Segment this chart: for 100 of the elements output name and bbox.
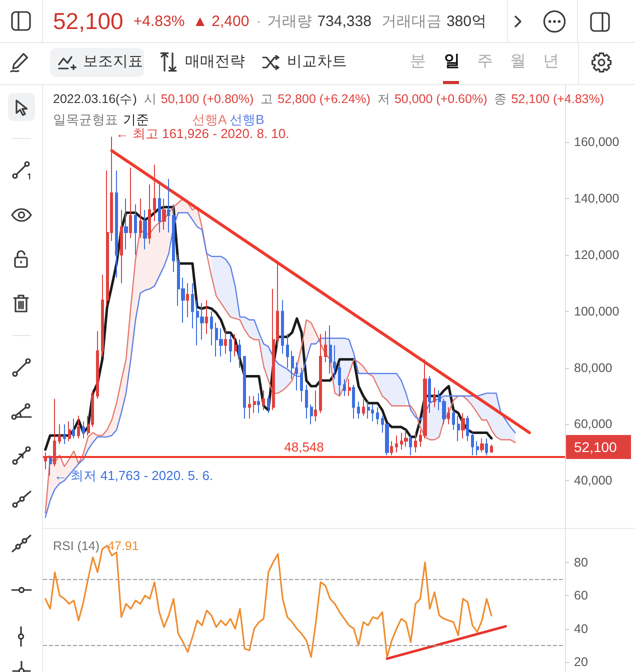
text: 보조지표 — [83, 52, 143, 72]
candlestick — [357, 401, 360, 420]
candlestick — [72, 418, 75, 439]
candlestick — [409, 435, 412, 456]
candlestick — [343, 378, 346, 397]
candlestick — [395, 435, 398, 453]
annotation: ← 최고 161,926 - 2020. 8. 10. — [116, 126, 290, 142]
text: 선행A — [192, 112, 227, 127]
candlestick — [314, 390, 317, 422]
candlestick — [466, 415, 469, 442]
candlestick — [348, 378, 351, 397]
text: · — [256, 12, 262, 30]
annotation: 고 — [260, 92, 274, 106]
candlestick — [485, 438, 488, 456]
candlestick — [371, 404, 374, 422]
text: RSI (14) — [53, 539, 100, 553]
text: 52,100 — [53, 8, 124, 34]
candlestick — [447, 406, 450, 425]
candlestick — [428, 376, 431, 414]
candlestick — [134, 204, 137, 256]
candlestick — [338, 362, 341, 397]
text: 380억 — [446, 12, 486, 30]
y-tick-label: 20 — [574, 655, 588, 670]
candlestick — [476, 440, 479, 456]
y-tick-label: 100,000 — [574, 304, 620, 318]
candlestick — [210, 310, 213, 346]
candlestick — [139, 198, 142, 239]
candlestick — [471, 432, 474, 456]
candlestick — [115, 170, 118, 278]
candlestick — [153, 164, 156, 222]
candlestick — [262, 390, 265, 411]
candlestick — [243, 356, 246, 420]
text: 거래량 — [267, 12, 312, 30]
candlestick — [305, 384, 308, 420]
y-tick-label: 80,000 — [574, 360, 612, 375]
y-tick-label: 40,000 — [574, 474, 612, 488]
annotation: 50,000 (+0.60%) — [394, 92, 488, 106]
text: 거래대금 — [381, 12, 442, 30]
candlestick — [234, 333, 237, 358]
candlestick — [452, 410, 455, 430]
y-tick-label: 40 — [574, 622, 588, 636]
candlestick — [319, 333, 322, 414]
candlestick — [300, 367, 303, 402]
text: 월 — [510, 52, 526, 72]
candlestick — [457, 415, 460, 442]
candlestick — [224, 328, 227, 354]
candlestick — [362, 398, 365, 416]
candlestick — [124, 198, 128, 250]
annotation: 저 — [377, 92, 390, 106]
candlestick — [68, 420, 71, 442]
annotation: 시 — [144, 92, 157, 106]
candlestick — [324, 330, 327, 363]
text: 일 — [444, 52, 460, 72]
y-tick-label: 120,000 — [574, 248, 620, 262]
y-tick-label: 60,000 — [574, 417, 612, 432]
candlestick — [63, 424, 66, 444]
candlestick — [376, 406, 379, 425]
text: 734,338 — [317, 12, 372, 30]
text: +4.83% — [133, 12, 185, 30]
candlestick — [253, 396, 256, 414]
candlestick — [44, 452, 47, 470]
candlestick — [129, 167, 132, 239]
candlestick — [404, 429, 408, 448]
annotation: 52,100 (+4.83%) — [511, 92, 604, 106]
candlestick — [96, 330, 99, 400]
candlestick — [191, 282, 194, 329]
candlestick — [158, 181, 161, 233]
text: 매매전략 — [185, 52, 245, 72]
candlestick — [281, 300, 284, 354]
candlestick — [310, 404, 313, 425]
candlestick — [238, 339, 241, 368]
candlestick — [480, 438, 484, 453]
candlestick — [162, 198, 166, 230]
candlestick — [58, 424, 61, 444]
candlestick — [461, 412, 465, 439]
y-tick-label: 140,000 — [574, 192, 620, 206]
annotation: 52,800 (+6.24%) — [278, 92, 370, 106]
candlestick — [248, 396, 251, 420]
y-tick-label: 60 — [574, 588, 588, 603]
annotation: 2022.03.16(수) — [53, 92, 137, 106]
candlestick — [143, 209, 147, 250]
y-tick-label: 80 — [574, 555, 588, 570]
y-tick-label: 160,000 — [574, 135, 620, 150]
candlestick — [414, 432, 417, 453]
candlestick — [77, 415, 80, 439]
annotation: 50,100 (+0.80%) — [160, 92, 254, 106]
candlestick — [267, 396, 270, 414]
text: 기준 — [123, 112, 149, 127]
annotation: 47.91 — [108, 539, 139, 553]
text: 선행B — [230, 112, 264, 127]
text: 분 — [410, 52, 426, 72]
annotation: ← 최저 41,763 - 2020. 5. 6. — [54, 468, 214, 484]
candlestick — [433, 387, 436, 408]
candlestick — [257, 392, 260, 414]
candlestick — [367, 401, 370, 420]
candlestick — [172, 204, 175, 272]
annotation: 종 — [494, 92, 508, 106]
text: 52,100 — [566, 434, 631, 458]
candlestick — [120, 209, 123, 284]
text: 주 — [477, 52, 493, 72]
